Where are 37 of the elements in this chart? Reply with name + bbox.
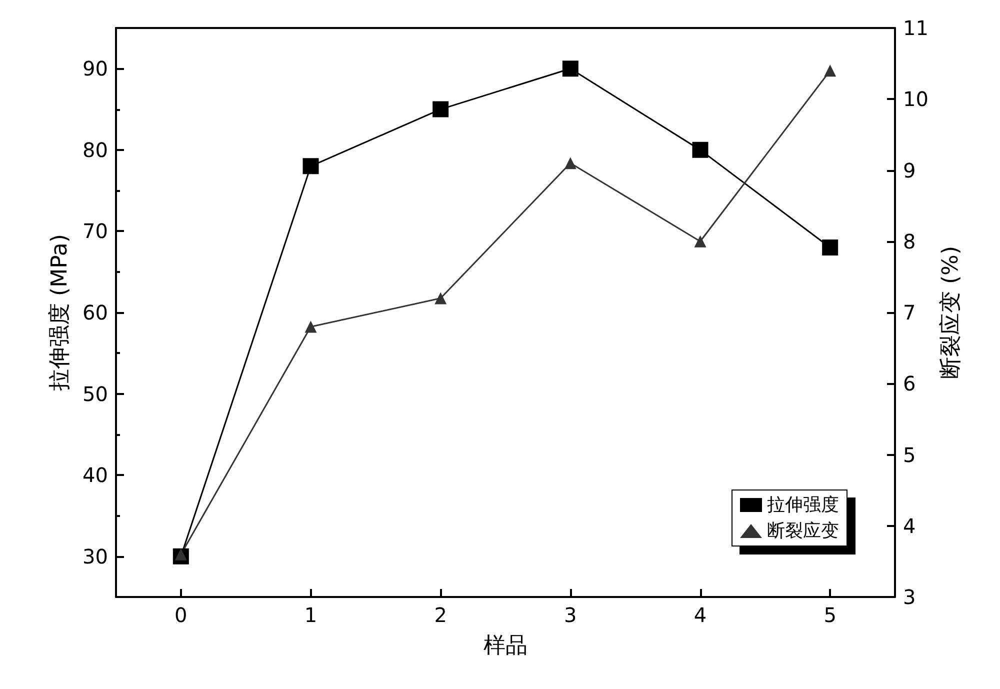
y2-axis-title: 断裂应变 (%)	[938, 246, 964, 380]
point	[434, 292, 447, 304]
y-tick-label: 60	[82, 300, 108, 324]
x-tick-label: 4	[694, 603, 707, 627]
y2-tick-label: 7	[903, 300, 916, 324]
x-tick-label: 0	[174, 603, 188, 627]
point	[432, 101, 449, 118]
y2-tick-label: 6	[903, 372, 916, 396]
y2-tick-label: 11	[903, 16, 928, 40]
point	[822, 239, 838, 256]
y2-tick-label: 10	[903, 87, 928, 112]
point	[694, 235, 706, 248]
x-tick-label: 3	[564, 603, 577, 627]
legend-label: 拉伸强度	[767, 494, 839, 516]
point	[824, 64, 836, 77]
y2-tick-label: 4	[903, 514, 916, 538]
y-axis-title: 拉伸强度 (MPa)	[48, 234, 72, 391]
point	[302, 158, 319, 174]
point	[562, 60, 578, 77]
y-tick-label: 90	[82, 56, 108, 81]
x-tick-label: 5	[824, 603, 836, 627]
point	[692, 142, 708, 158]
y2-tick-label: 5	[903, 442, 916, 467]
x-tick-label: 2	[434, 603, 447, 627]
point	[304, 320, 317, 333]
y-tick-label: 70	[82, 219, 108, 244]
x-axis-title: 样品	[484, 634, 528, 658]
y2-tick-label: 9	[903, 158, 916, 182]
y2-tick-label: 3	[903, 585, 916, 609]
legend-label: 断裂应变	[767, 520, 839, 542]
y-tick-label: 40	[82, 463, 108, 488]
y-tick-label: 50	[82, 382, 108, 406]
point	[564, 157, 576, 170]
y-tick-label: 80	[82, 138, 108, 162]
x-tick-label: 1	[304, 603, 318, 627]
y2-tick-label: 8	[903, 229, 916, 254]
y-tick-label: 30	[82, 544, 108, 568]
